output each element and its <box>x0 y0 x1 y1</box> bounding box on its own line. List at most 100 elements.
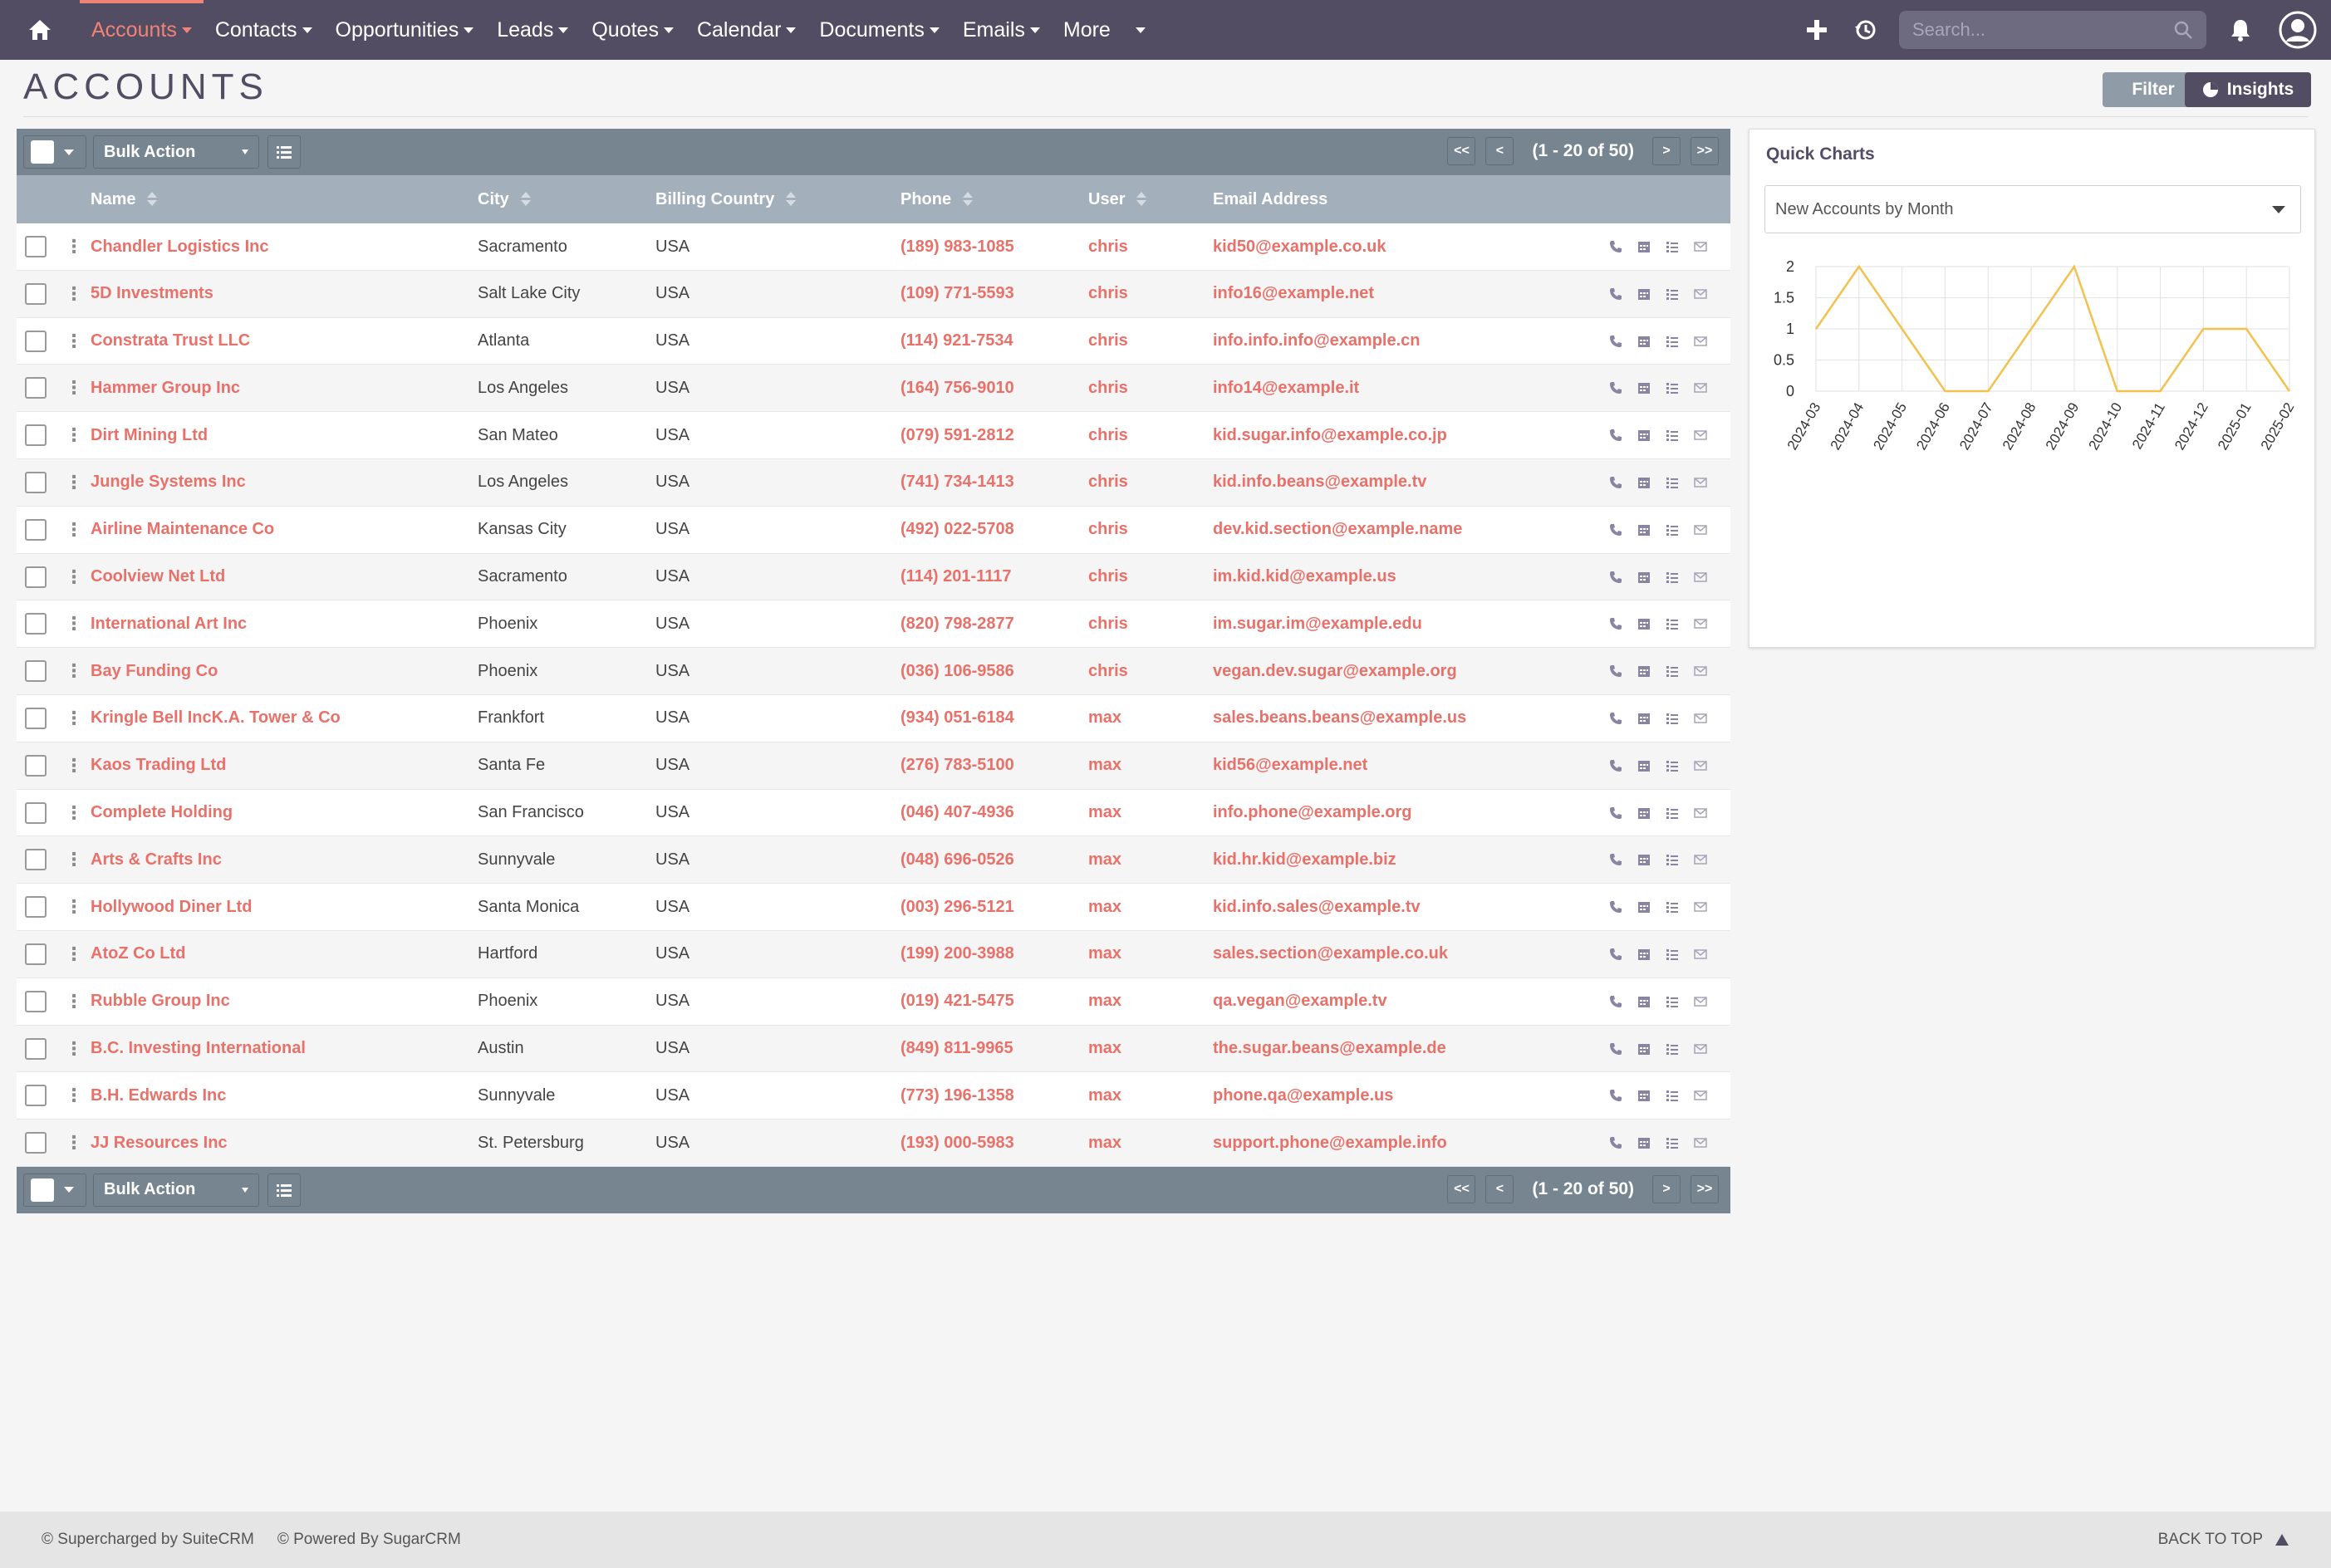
row-checkbox[interactable] <box>25 849 47 871</box>
row-actions-menu[interactable]: ⋮ <box>65 330 83 351</box>
compose-email-action[interactable] <box>1694 381 1707 394</box>
nav-emails[interactable]: Emails <box>951 0 1052 60</box>
nav-contacts[interactable]: Contacts <box>204 0 324 60</box>
row-actions-menu[interactable]: ⋮ <box>65 1085 83 1106</box>
select-all-dropdown[interactable] <box>23 135 86 169</box>
create-task-action[interactable] <box>1666 287 1679 301</box>
log-call-action[interactable] <box>1609 571 1622 584</box>
row-actions-menu[interactable]: ⋮ <box>65 377 83 399</box>
email-link[interactable]: dev.kid.section@example.name <box>1213 520 1463 539</box>
email-link[interactable]: kid50@example.co.uk <box>1213 237 1386 256</box>
user-link[interactable]: chris <box>1088 661 1128 680</box>
create-task-action[interactable] <box>1666 900 1679 914</box>
compose-email-action[interactable] <box>1694 240 1707 253</box>
email-link[interactable]: kid.info.sales@example.tv <box>1213 897 1421 916</box>
create-task-action[interactable] <box>1666 995 1679 1008</box>
account-name-link[interactable]: Kringle Bell IncK.A. Tower & Co <box>91 708 341 728</box>
row-checkbox[interactable] <box>25 1132 47 1154</box>
email-link[interactable]: vegan.dev.sugar@example.org <box>1213 661 1457 680</box>
account-name-link[interactable]: Rubble Group Inc <box>91 992 230 1011</box>
compose-email-action[interactable] <box>1694 900 1707 914</box>
user-link[interactable]: max <box>1088 1085 1122 1105</box>
phone-link[interactable]: (849) 811-9965 <box>901 1039 1013 1058</box>
create-task-action[interactable] <box>1666 240 1679 253</box>
compose-email-action[interactable] <box>1694 476 1707 489</box>
user-link[interactable]: chris <box>1088 425 1128 444</box>
column-header-name[interactable]: Name <box>91 175 158 223</box>
column-header-user[interactable]: User <box>1088 175 1147 223</box>
compose-email-action[interactable] <box>1694 287 1707 301</box>
schedule-meeting-action[interactable] <box>1637 712 1651 725</box>
select-all-checkbox[interactable] <box>31 140 54 164</box>
account-name-link[interactable]: Jungle Systems Inc <box>91 473 246 492</box>
email-link[interactable]: kid56@example.net <box>1213 756 1368 775</box>
schedule-meeting-action[interactable] <box>1637 287 1651 301</box>
log-call-action[interactable] <box>1609 287 1622 301</box>
last-page-button[interactable]: >> <box>1691 137 1719 165</box>
schedule-meeting-action[interactable] <box>1637 381 1651 394</box>
schedule-meeting-action[interactable] <box>1637 759 1651 772</box>
user-link[interactable]: chris <box>1088 520 1128 539</box>
phone-link[interactable]: (114) 201-1117 <box>901 567 1012 586</box>
column-chooser-button[interactable] <box>267 135 301 169</box>
log-call-action[interactable] <box>1609 429 1622 442</box>
create-task-action[interactable] <box>1666 806 1679 820</box>
row-checkbox[interactable] <box>25 424 47 447</box>
user-link[interactable]: chris <box>1088 614 1128 633</box>
row-checkbox[interactable] <box>25 1037 47 1060</box>
row-checkbox[interactable] <box>25 566 47 588</box>
user-link[interactable]: max <box>1088 1039 1122 1058</box>
log-call-action[interactable] <box>1609 335 1622 348</box>
phone-link[interactable]: (046) 407-4936 <box>901 803 1014 822</box>
row-actions-menu[interactable]: ⋮ <box>65 424 83 446</box>
account-name-link[interactable]: Hammer Group Inc <box>91 378 241 397</box>
compose-email-action[interactable] <box>1694 712 1707 725</box>
user-link[interactable]: chris <box>1088 378 1128 397</box>
log-call-action[interactable] <box>1609 759 1622 772</box>
email-link[interactable]: sales.beans.beans@example.us <box>1213 708 1467 728</box>
account-name-link[interactable]: B.H. Edwards Inc <box>91 1085 227 1105</box>
user-link[interactable]: max <box>1088 992 1122 1011</box>
insights-button[interactable]: Insights <box>2185 72 2311 107</box>
nav-opportunities[interactable]: Opportunities <box>324 0 486 60</box>
phone-link[interactable]: (036) 106-9586 <box>901 661 1014 680</box>
create-task-action[interactable] <box>1666 759 1679 772</box>
email-link[interactable]: the.sugar.beans@example.de <box>1213 1039 1446 1058</box>
row-actions-menu[interactable]: ⋮ <box>65 518 83 540</box>
phone-link[interactable]: (193) 000-5983 <box>901 1133 1014 1152</box>
phone-link[interactable]: (079) 591-2812 <box>901 425 1014 444</box>
row-checkbox[interactable] <box>25 613 47 635</box>
row-actions-menu[interactable]: ⋮ <box>65 613 83 635</box>
user-link[interactable]: max <box>1088 1133 1122 1152</box>
email-link[interactable]: im.kid.kid@example.us <box>1213 567 1396 586</box>
schedule-meeting-action[interactable] <box>1637 617 1651 630</box>
row-checkbox[interactable] <box>25 754 47 777</box>
account-name-link[interactable]: AtoZ Co Ltd <box>91 944 186 963</box>
compose-email-action[interactable] <box>1694 1089 1707 1102</box>
account-name-link[interactable]: Kaos Trading Ltd <box>91 756 227 775</box>
compose-email-action[interactable] <box>1694 523 1707 537</box>
phone-link[interactable]: (114) 921-7534 <box>901 331 1013 350</box>
row-actions-menu[interactable]: ⋮ <box>65 282 83 304</box>
nav-leads[interactable]: Leads <box>485 0 580 60</box>
user-link[interactable]: max <box>1088 850 1122 869</box>
compose-email-action[interactable] <box>1694 1136 1707 1149</box>
row-checkbox[interactable] <box>25 1085 47 1107</box>
row-actions-menu[interactable]: ⋮ <box>65 849 83 870</box>
phone-link[interactable]: (003) 296-5121 <box>901 897 1014 916</box>
create-task-action[interactable] <box>1666 1136 1679 1149</box>
home-button[interactable] <box>0 0 80 60</box>
row-actions-menu[interactable]: ⋮ <box>65 801 83 823</box>
phone-link[interactable]: (741) 734-1413 <box>901 473 1014 492</box>
phone-link[interactable]: (820) 798-2877 <box>901 614 1014 633</box>
log-call-action[interactable] <box>1609 523 1622 537</box>
email-link[interactable]: info.info.info@example.cn <box>1213 331 1421 350</box>
log-call-action[interactable] <box>1609 617 1622 630</box>
schedule-meeting-action[interactable] <box>1637 429 1651 442</box>
create-task-action[interactable] <box>1666 853 1679 866</box>
email-link[interactable]: info14@example.it <box>1213 378 1360 397</box>
compose-email-action[interactable] <box>1694 664 1707 678</box>
row-checkbox[interactable] <box>25 518 47 541</box>
search-box[interactable] <box>1899 11 2206 49</box>
account-name-link[interactable]: International Art Inc <box>91 614 248 633</box>
